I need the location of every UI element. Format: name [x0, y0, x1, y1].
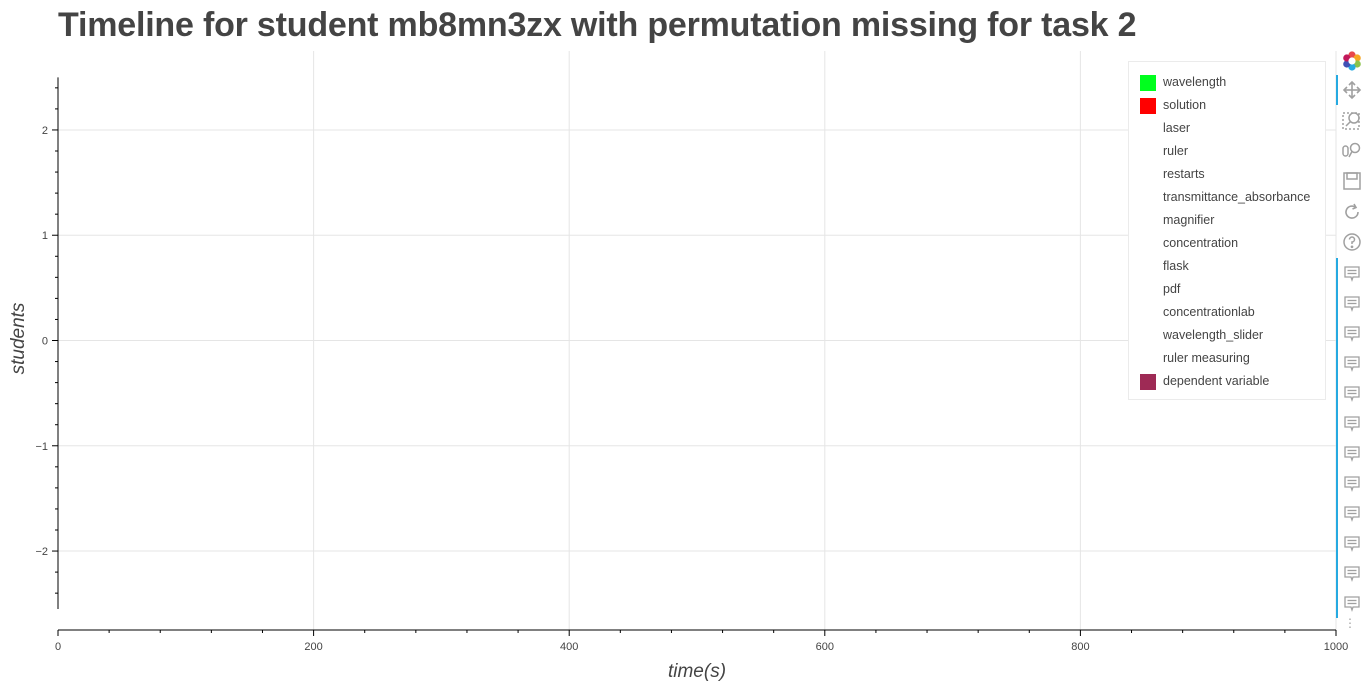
legend-item[interactable]: wavelength: [1129, 72, 1325, 95]
y-axis-title: students: [8, 302, 29, 374]
y-tick-label: 1: [42, 230, 48, 242]
hover-icon[interactable]: [1341, 443, 1363, 465]
legend-item[interactable]: magnifier: [1129, 210, 1325, 233]
legend-item[interactable]: restarts: [1129, 164, 1325, 187]
grid-lines: [58, 51, 1337, 630]
hover-icon[interactable]: [1341, 533, 1363, 555]
hover-icon[interactable]: [1341, 293, 1363, 315]
chart-title: Timeline for student mb8mn3zx with permu…: [58, 6, 1137, 44]
legend-item[interactable]: ruler: [1129, 141, 1325, 164]
y-tick-label: 2: [42, 125, 48, 137]
legend-label: ruler measuring: [1163, 351, 1250, 365]
legend-label: ruler: [1163, 144, 1189, 158]
toolbar: ⋮: [1336, 48, 1366, 638]
legend-swatch: [1140, 167, 1156, 183]
bokeh-logo-icon[interactable]: [1341, 50, 1363, 72]
x-tick-label: 600: [816, 641, 834, 653]
y-tick-label: −2: [35, 546, 48, 558]
hover-icon[interactable]: [1341, 563, 1363, 585]
legend-item[interactable]: concentration: [1129, 233, 1325, 256]
legend-label: wavelength: [1163, 75, 1227, 89]
hover-icon[interactable]: [1341, 383, 1363, 405]
x-tick-label: 200: [304, 641, 322, 653]
hover-icon[interactable]: [1341, 353, 1363, 375]
x-tick-label: 0: [55, 641, 61, 653]
legend-swatch: [1140, 121, 1156, 137]
legend-label: wavelength_slider: [1163, 328, 1264, 342]
legend-item[interactable]: transmittance_absorbance: [1129, 187, 1325, 210]
legend-swatch: [1140, 98, 1156, 114]
hover-icon[interactable]: [1341, 413, 1363, 435]
legend-swatch: [1140, 305, 1156, 321]
hover-icon[interactable]: [1341, 473, 1363, 495]
legend-label: flask: [1163, 259, 1189, 273]
legend-label: magnifier: [1163, 213, 1215, 227]
legend-swatch: [1140, 190, 1156, 206]
axes: 0 200 400 600 800 1000 2 1 0 −1 −2: [35, 77, 1348, 653]
x-tick-label: 1000: [1324, 641, 1348, 653]
legend-swatch: [1140, 213, 1156, 229]
legend-label: concentrationlab: [1163, 305, 1255, 319]
legend-item[interactable]: concentrationlab: [1129, 302, 1325, 325]
legend-swatch: [1140, 328, 1156, 344]
save-icon[interactable]: [1341, 170, 1363, 192]
legend-item[interactable]: ruler measuring: [1129, 348, 1325, 371]
legend-item[interactable]: pdf: [1129, 279, 1325, 302]
x-tick-label: 400: [560, 641, 578, 653]
toolbar-active-indicator-pan: [1336, 75, 1338, 105]
reset-icon[interactable]: [1341, 201, 1363, 223]
y-tick-label: −1: [35, 441, 48, 453]
legend-swatch: [1140, 236, 1156, 252]
legend-swatch: [1140, 374, 1156, 390]
hover-icon[interactable]: [1341, 593, 1363, 615]
legend-item[interactable]: dependent variable: [1129, 371, 1325, 394]
legend-label: laser: [1163, 121, 1191, 135]
legend-label: pdf: [1163, 282, 1181, 296]
legend-swatch: [1140, 351, 1156, 367]
hover-icon[interactable]: [1341, 263, 1363, 285]
x-tick-label: 800: [1071, 641, 1089, 653]
legend-label: solution: [1163, 98, 1207, 112]
legend-swatch: [1140, 75, 1156, 91]
legend-item[interactable]: flask: [1129, 256, 1325, 279]
legend-swatch: [1140, 144, 1156, 160]
legend-swatch: [1140, 259, 1156, 275]
help-icon[interactable]: [1341, 231, 1363, 253]
x-axis-title: time(s): [668, 661, 726, 682]
legend-label: dependent variable: [1163, 374, 1270, 388]
toolbar-active-indicator-hover: [1336, 258, 1338, 618]
toolbar-more-icon[interactable]: ⋮: [1344, 616, 1357, 630]
hover-icon[interactable]: [1341, 503, 1363, 525]
box-zoom-icon[interactable]: [1341, 109, 1363, 131]
legend-label: restarts: [1163, 167, 1205, 181]
hover-icon[interactable]: [1341, 323, 1363, 345]
wheel-zoom-icon[interactable]: [1341, 139, 1363, 161]
legend-label: concentration: [1163, 236, 1239, 250]
y-tick-label: 0: [42, 336, 48, 348]
legend-label: transmittance_absorbance: [1163, 190, 1311, 204]
legend-item[interactable]: laser: [1129, 118, 1325, 141]
legend-swatch: [1140, 282, 1156, 298]
legend-item[interactable]: wavelength_slider: [1129, 325, 1325, 348]
legend: wavelength solution laser ruler restarts tran…: [1128, 61, 1326, 400]
pan-icon[interactable]: [1341, 79, 1363, 101]
legend-item[interactable]: solution: [1129, 95, 1325, 118]
